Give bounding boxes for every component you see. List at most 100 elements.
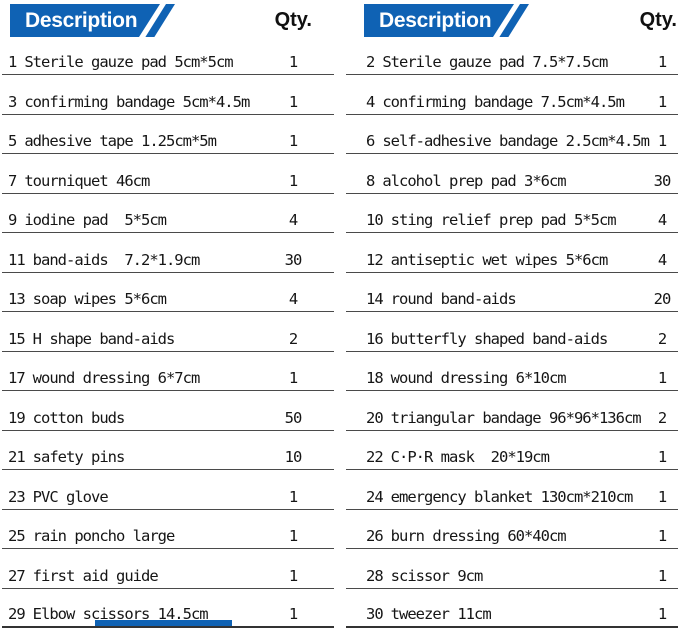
item-description: butterfly shaped band-aids: [391, 330, 647, 348]
table-row: 1 Sterile gauze pad 5cm*5cm 1: [2, 49, 334, 75]
item-description: confirming bandage 7.5cm*4.5m: [382, 93, 647, 111]
table-row: 23 PVC glove 1: [2, 470, 334, 510]
item-number: 18: [366, 369, 383, 387]
item-number: 7: [8, 172, 16, 190]
bottom-accent-bar: [95, 620, 232, 626]
item-description: antiseptic wet wipes 5*6cm: [391, 251, 647, 269]
item-qty: 1: [647, 527, 677, 545]
item-number: 27: [8, 567, 25, 585]
table-row: 15 H shape band-aids 2: [2, 312, 334, 352]
table-row: 30 tweezer 11cm 1: [346, 589, 678, 628]
item-number: 13: [8, 290, 25, 308]
item-number: 2: [366, 53, 374, 71]
item-number: 24: [366, 488, 383, 506]
item-qty: 20: [647, 290, 677, 308]
item-description: confirming bandage 5cm*4.5m: [24, 93, 278, 111]
item-number: 11: [8, 251, 25, 269]
table-row: 3 confirming bandage 5cm*4.5m 1: [2, 75, 334, 115]
item-qty: 4: [278, 211, 308, 229]
table-row: 14 round band-aids 20: [346, 273, 678, 313]
table-row: 6 self-adhesive bandage 2.5cm*4.5m 1: [346, 115, 678, 155]
item-description: PVC glove: [33, 488, 278, 506]
table-row: 2 Sterile gauze pad 7.5*7.5cm 1: [346, 49, 678, 75]
table-row: 4 confirming bandage 7.5cm*4.5m 1: [346, 75, 678, 115]
item-qty: 1: [278, 93, 308, 111]
item-description: band-aids 7.2*1.9cm: [33, 251, 278, 269]
table-row: 18 wound dressing 6*10cm 1: [346, 352, 678, 392]
item-number: 8: [366, 172, 374, 190]
table-column-left: Description Qty. 1 Sterile gauze pad 5cm…: [2, 4, 334, 628]
item-description: scissor 9cm: [391, 567, 647, 585]
item-number: 25: [8, 527, 25, 545]
rows-right: 2 Sterile gauze pad 7.5*7.5cm 1 4 confir…: [346, 49, 678, 628]
column-header-left: Description Qty.: [2, 4, 334, 45]
item-description: wound dressing 6*10cm: [391, 369, 647, 387]
table-row: 8 alcohol prep pad 3*6cm 30: [346, 154, 678, 194]
column-header-right: Description Qty.: [346, 4, 678, 45]
item-number: 23: [8, 488, 25, 506]
item-number: 14: [366, 290, 383, 308]
item-description: iodine pad 5*5cm: [24, 211, 278, 229]
item-number: 30: [366, 605, 383, 623]
item-description: sting relief prep pad 5*5cm: [391, 211, 647, 229]
item-number: 16: [366, 330, 383, 348]
item-description: rain poncho large: [33, 527, 278, 545]
table-row: 28 scissor 9cm 1: [346, 549, 678, 589]
item-description: C·P·R mask 20*19cm: [391, 448, 647, 466]
item-qty: 4: [647, 251, 677, 269]
table-row: 17 wound dressing 6*7cm 1: [2, 352, 334, 392]
table-row: 13 soap wipes 5*6cm 4: [2, 273, 334, 313]
item-qty: 1: [647, 448, 677, 466]
item-qty: 1: [647, 93, 677, 111]
item-qty: 1: [278, 605, 308, 623]
item-description: tourniquet 46cm: [24, 172, 278, 190]
item-qty: 2: [647, 409, 677, 427]
item-description: soap wipes 5*6cm: [33, 290, 278, 308]
description-header-label: Description: [364, 4, 514, 37]
item-description: adhesive tape 1.25cm*5m: [24, 132, 278, 150]
item-qty: 1: [647, 53, 677, 71]
table-row: 11 band-aids 7.2*1.9cm 30: [2, 233, 334, 273]
item-number: 21: [8, 448, 25, 466]
item-description: safety pins: [33, 448, 278, 466]
item-description: emergency blanket 130cm*210cm: [391, 488, 647, 506]
item-description: tweezer 11cm: [391, 605, 647, 623]
item-description: self-adhesive bandage 2.5cm*4.5m: [382, 132, 647, 150]
table-row: 20 triangular bandage 96*96*136cm 2: [346, 391, 678, 431]
item-qty: 1: [278, 488, 308, 506]
rows-left: 1 Sterile gauze pad 5cm*5cm 1 3 confirmi…: [2, 49, 334, 628]
item-qty: 4: [647, 211, 677, 229]
item-qty: 1: [278, 527, 308, 545]
item-number: 4: [366, 93, 374, 111]
table-row: 25 rain poncho large 1: [2, 510, 334, 550]
item-description: cotton buds: [33, 409, 278, 427]
item-qty: 1: [647, 567, 677, 585]
item-number: 5: [8, 132, 16, 150]
item-qty: 2: [647, 330, 677, 348]
item-description: H shape band-aids: [33, 330, 278, 348]
item-number: 26: [366, 527, 383, 545]
description-header-badge: Description: [364, 4, 540, 37]
item-qty: 30: [278, 251, 308, 269]
table-row: 7 tourniquet 46cm 1: [2, 154, 334, 194]
item-number: 19: [8, 409, 25, 427]
item-qty: 1: [647, 488, 677, 506]
item-number: 22: [366, 448, 383, 466]
item-number: 17: [8, 369, 25, 387]
item-number: 10: [366, 211, 383, 229]
item-number: 6: [366, 132, 374, 150]
description-header-badge: Description: [10, 4, 186, 37]
table-row: 10 sting relief prep pad 5*5cm 4: [346, 194, 678, 234]
item-qty: 4: [278, 290, 308, 308]
item-number: 15: [8, 330, 25, 348]
qty-header-label: Qty.: [640, 4, 677, 32]
item-description: triangular bandage 96*96*136cm: [391, 409, 647, 427]
qty-header-label: Qty.: [275, 4, 312, 32]
table-row: 12 antiseptic wet wipes 5*6cm 4: [346, 233, 678, 273]
table-row: 16 butterfly shaped band-aids 2: [346, 312, 678, 352]
table-row: 26 burn dressing 60*40cm 1: [346, 510, 678, 550]
item-qty: 1: [278, 132, 308, 150]
item-number: 9: [8, 211, 16, 229]
item-number: 20: [366, 409, 383, 427]
